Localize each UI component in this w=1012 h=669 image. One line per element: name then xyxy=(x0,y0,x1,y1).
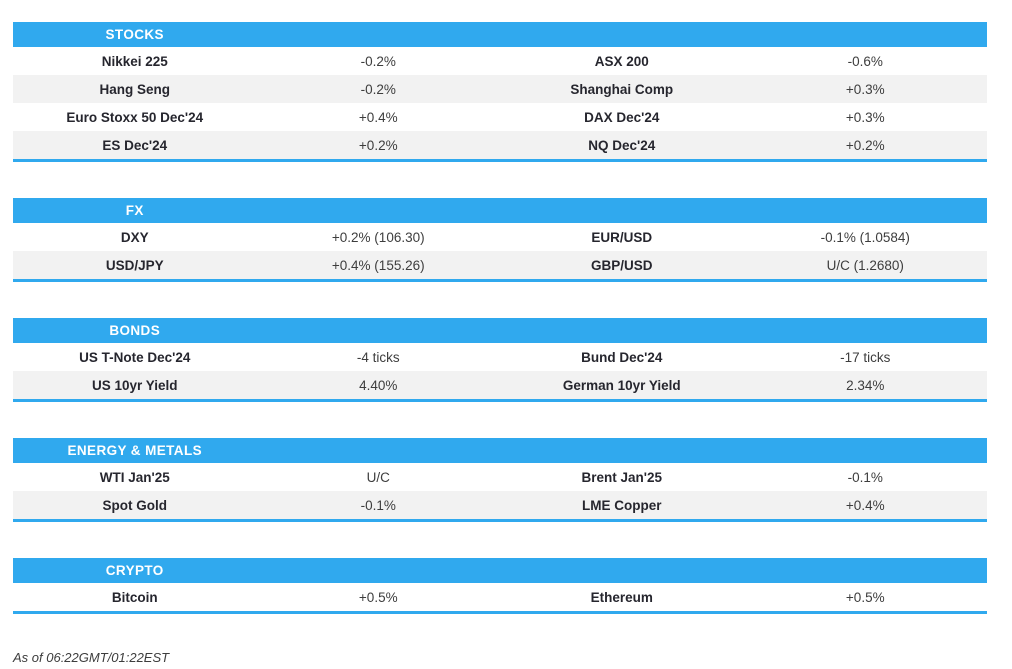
instrument-name: Bund Dec'24 xyxy=(581,349,663,365)
instrument-name: German 10yr Yield xyxy=(562,377,681,393)
instrument-change: +0.5% xyxy=(358,589,398,605)
instrument-name: WTI Jan'25 xyxy=(99,469,170,485)
instrument-change: -0.1% (1.0584) xyxy=(820,229,910,245)
table-row: USD/JPY +0.4% (155.26) GBP/USD U/C (1.26… xyxy=(13,251,987,279)
table-row: Bitcoin +0.5% Ethereum +0.5% xyxy=(13,583,987,611)
instrument-change: -0.1% xyxy=(360,497,396,513)
section-header: CRYPTO xyxy=(13,558,987,583)
instrument-name: EUR/USD xyxy=(591,229,653,245)
instrument-name: DAX Dec'24 xyxy=(584,109,660,125)
section-rows: US T-Note Dec'24 -4 ticks Bund Dec'24 -1… xyxy=(13,343,987,399)
instrument-name: US T-Note Dec'24 xyxy=(79,349,191,365)
instrument-change: +0.4% xyxy=(845,497,885,513)
instrument-change: +0.4% (155.26) xyxy=(331,257,425,273)
table-row: US T-Note Dec'24 -4 ticks Bund Dec'24 -1… xyxy=(13,343,987,371)
instrument-name: Brent Jan'25 xyxy=(581,469,663,485)
instrument-change: U/C xyxy=(366,469,390,485)
instrument-name: Euro Stoxx 50 Dec'24 xyxy=(66,109,204,125)
market-section: BONDS US T-Note Dec'24 -4 ticks Bund Dec… xyxy=(13,318,987,402)
as-of-timestamp: As of 06:22GMT/01:22EST xyxy=(13,650,170,665)
table-row: ES Dec'24 +0.2% NQ Dec'24 +0.2% xyxy=(13,131,987,159)
market-section: CRYPTO Bitcoin +0.5% Ethereum +0.5% xyxy=(13,558,987,614)
section-rows: Bitcoin +0.5% Ethereum +0.5% xyxy=(13,583,987,611)
instrument-change: +0.5% xyxy=(845,589,885,605)
instrument-name: Nikkei 225 xyxy=(101,53,168,69)
table-row: Nikkei 225 -0.2% ASX 200 -0.6% xyxy=(13,47,987,75)
section-rows: Nikkei 225 -0.2% ASX 200 -0.6% Hang Seng… xyxy=(13,47,987,159)
instrument-change: -0.6% xyxy=(847,53,883,69)
table-row: Spot Gold -0.1% LME Copper +0.4% xyxy=(13,491,987,519)
section-title: CRYPTO xyxy=(105,563,164,578)
instrument-name: USD/JPY xyxy=(105,257,164,273)
instrument-change: -0.1% xyxy=(847,469,883,485)
market-summary-tables: STOCKS Nikkei 225 -0.2% ASX 200 -0.6% Ha… xyxy=(13,22,987,614)
instrument-name: GBP/USD xyxy=(590,257,653,273)
instrument-name: US 10yr Yield xyxy=(91,377,178,393)
instrument-change: 4.40% xyxy=(359,377,398,393)
table-row: WTI Jan'25 U/C Brent Jan'25 -0.1% xyxy=(13,463,987,491)
instrument-name: Ethereum xyxy=(590,589,653,605)
instrument-name: DXY xyxy=(120,229,149,245)
instrument-change: -0.2% xyxy=(360,81,396,97)
instrument-change: 2.34% xyxy=(846,377,885,393)
instrument-name: NQ Dec'24 xyxy=(588,137,656,153)
section-title: STOCKS xyxy=(105,27,164,42)
instrument-name: Spot Gold xyxy=(102,497,168,513)
instrument-change: +0.2% xyxy=(358,137,398,153)
instrument-change: +0.2% xyxy=(845,137,885,153)
table-row: Euro Stoxx 50 Dec'24 +0.4% DAX Dec'24 +0… xyxy=(13,103,987,131)
table-row: Hang Seng -0.2% Shanghai Comp +0.3% xyxy=(13,75,987,103)
section-header: STOCKS xyxy=(13,22,987,47)
market-section: STOCKS Nikkei 225 -0.2% ASX 200 -0.6% Ha… xyxy=(13,22,987,162)
instrument-change: +0.3% xyxy=(845,109,885,125)
instrument-change: -17 ticks xyxy=(840,349,891,365)
instrument-name: ASX 200 xyxy=(594,53,649,69)
table-row: DXY +0.2% (106.30) EUR/USD -0.1% (1.0584… xyxy=(13,223,987,251)
instrument-name: Bitcoin xyxy=(111,589,158,605)
instrument-name: Shanghai Comp xyxy=(570,81,674,97)
section-title: BONDS xyxy=(109,323,161,338)
instrument-name: Hang Seng xyxy=(99,81,170,97)
instrument-name: ES Dec'24 xyxy=(102,137,168,153)
section-header: BONDS xyxy=(13,318,987,343)
market-section: FX DXY +0.2% (106.30) EUR/USD -0.1% (1.0… xyxy=(13,198,987,282)
instrument-change: +0.4% xyxy=(358,109,398,125)
instrument-change: +0.3% xyxy=(845,81,885,97)
instrument-change: U/C (1.2680) xyxy=(826,257,904,273)
instrument-change: +0.2% (106.30) xyxy=(331,229,425,245)
section-header: FX xyxy=(13,198,987,223)
market-section: ENERGY & METALS WTI Jan'25 U/C Brent Jan… xyxy=(13,438,987,522)
instrument-name: LME Copper xyxy=(582,497,662,513)
section-title: FX xyxy=(125,203,144,218)
section-rows: WTI Jan'25 U/C Brent Jan'25 -0.1% Spot G… xyxy=(13,463,987,519)
instrument-change: -4 ticks xyxy=(356,349,400,365)
section-header: ENERGY & METALS xyxy=(13,438,987,463)
section-rows: DXY +0.2% (106.30) EUR/USD -0.1% (1.0584… xyxy=(13,223,987,279)
instrument-change: -0.2% xyxy=(360,53,396,69)
table-row: US 10yr Yield 4.40% German 10yr Yield 2.… xyxy=(13,371,987,399)
section-title: ENERGY & METALS xyxy=(67,443,202,458)
